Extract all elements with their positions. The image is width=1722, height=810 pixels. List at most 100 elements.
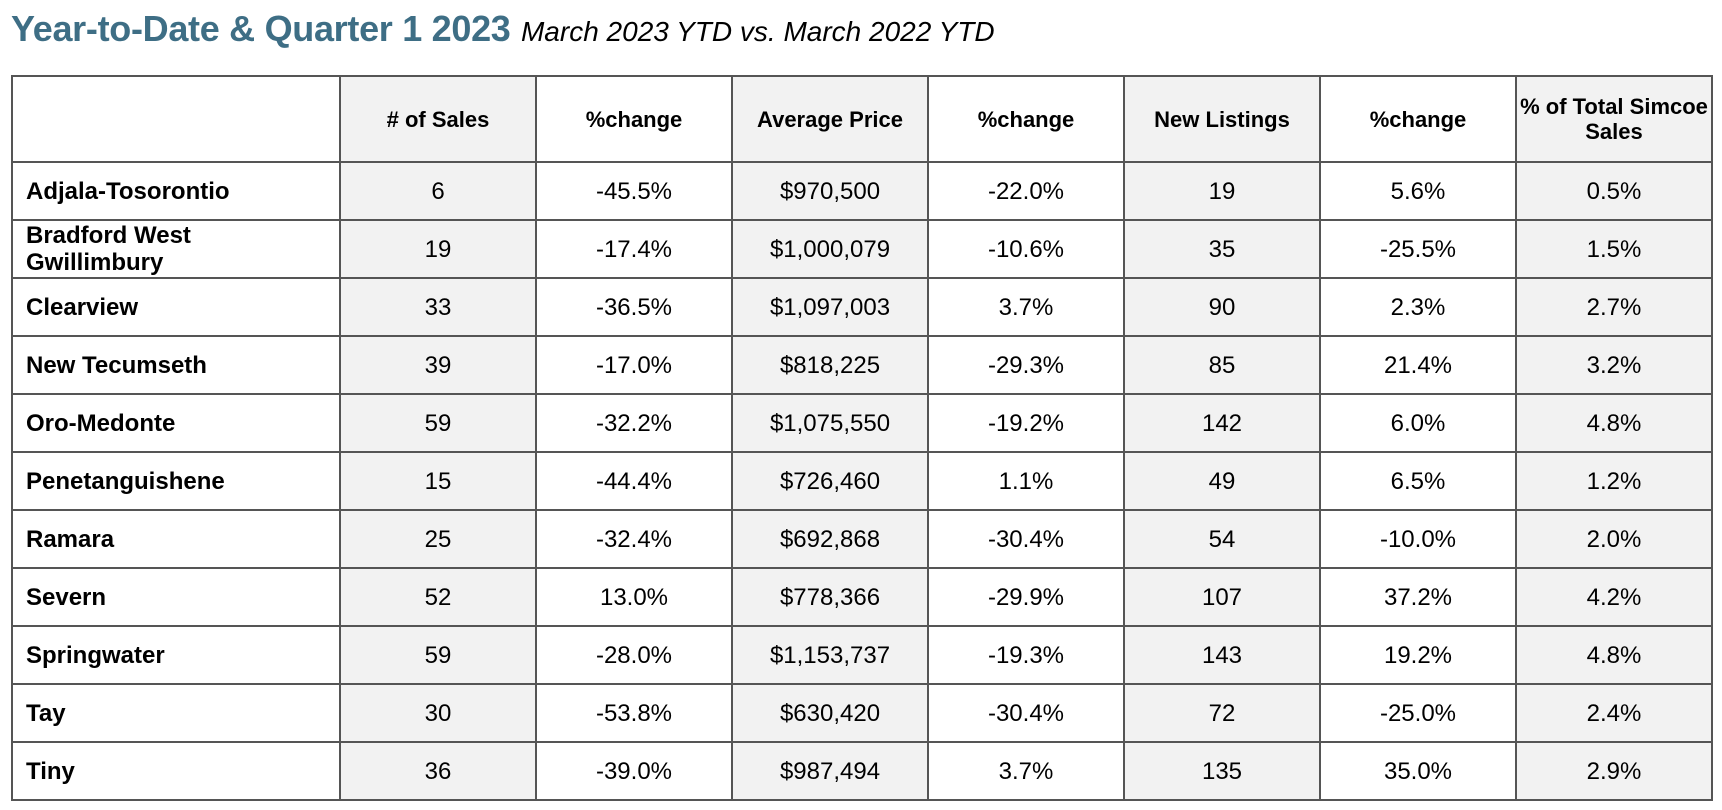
- cell-total-share: 4.8%: [1515, 393, 1713, 453]
- page-title: Year-to-Date & Quarter 1 2023: [11, 8, 511, 49]
- cell-total-share: 4.8%: [1515, 625, 1713, 685]
- cell-average-price: $1,000,079: [731, 219, 929, 279]
- cell-price-change: -22.0%: [927, 161, 1125, 221]
- cell-new-listings: 135: [1123, 741, 1321, 801]
- cell-average-price: $818,225: [731, 335, 929, 395]
- cell-municipality: Tay: [11, 683, 341, 743]
- cell-total-share: 4.2%: [1515, 567, 1713, 627]
- cell-municipality: Ramara: [11, 509, 341, 569]
- cell-listings-change: 21.4%: [1319, 335, 1517, 395]
- cell-sales-change: -17.0%: [535, 335, 733, 395]
- header-cell-total-share: % of Total Simcoe Sales: [1515, 75, 1713, 163]
- cell-num-sales: 59: [339, 625, 537, 685]
- header-cell-num-sales: # of Sales: [339, 75, 537, 163]
- cell-num-sales: 52: [339, 567, 537, 627]
- cell-municipality: Clearview: [11, 277, 341, 337]
- cell-total-share: 3.2%: [1515, 335, 1713, 395]
- cell-average-price: $970,500: [731, 161, 929, 221]
- cell-average-price: $778,366: [731, 567, 929, 627]
- cell-new-listings: 85: [1123, 335, 1321, 395]
- cell-sales-change: -36.5%: [535, 277, 733, 337]
- cell-price-change: -29.3%: [927, 335, 1125, 395]
- cell-municipality: Severn: [11, 567, 341, 627]
- cell-price-change: -30.4%: [927, 509, 1125, 569]
- cell-listings-change: 2.3%: [1319, 277, 1517, 337]
- cell-municipality: Tiny: [11, 741, 341, 801]
- cell-num-sales: 6: [339, 161, 537, 221]
- cell-total-share: 0.5%: [1515, 161, 1713, 221]
- cell-new-listings: 142: [1123, 393, 1321, 453]
- cell-average-price: $692,868: [731, 509, 929, 569]
- cell-num-sales: 15: [339, 451, 537, 511]
- cell-listings-change: 6.5%: [1319, 451, 1517, 511]
- cell-municipality: Penetanguishene: [11, 451, 341, 511]
- cell-new-listings: 90: [1123, 277, 1321, 337]
- cell-listings-change: 6.0%: [1319, 393, 1517, 453]
- cell-average-price: $726,460: [731, 451, 929, 511]
- table-row: Penetanguishene 15 -44.4% $726,460 1.1% 49 6.5…: [11, 451, 1713, 511]
- cell-average-price: $1,153,737: [731, 625, 929, 685]
- cell-sales-change: -53.8%: [535, 683, 733, 743]
- cell-total-share: 1.5%: [1515, 219, 1713, 279]
- cell-price-change: -19.2%: [927, 393, 1125, 453]
- cell-num-sales: 39: [339, 335, 537, 395]
- cell-sales-change: -32.4%: [535, 509, 733, 569]
- cell-average-price: $1,075,550: [731, 393, 929, 453]
- cell-sales-change: -44.4%: [535, 451, 733, 511]
- header-cell-average-price: Average Price: [731, 75, 929, 163]
- header-cell-sales-change: %change: [535, 75, 733, 163]
- cell-average-price: $1,097,003: [731, 277, 929, 337]
- cell-sales-change: -17.4%: [535, 219, 733, 279]
- table-row: Tay 30 -53.8% $630,420 -30.4% 72 -25.0% 2.4%: [11, 683, 1713, 743]
- table-row: Severn 52 13.0% $778,366 -29.9% 107 37.2% 4.2%: [11, 567, 1713, 627]
- cell-price-change: 1.1%: [927, 451, 1125, 511]
- cell-sales-change: -45.5%: [535, 161, 733, 221]
- cell-municipality: Oro-Medonte: [11, 393, 341, 453]
- cell-total-share: 2.9%: [1515, 741, 1713, 801]
- cell-new-listings: 72: [1123, 683, 1321, 743]
- cell-total-share: 2.0%: [1515, 509, 1713, 569]
- table-row: Tiny 36 -39.0% $987,494 3.7% 135 35.0% 2.9%: [11, 741, 1713, 801]
- cell-num-sales: 19: [339, 219, 537, 279]
- cell-total-share: 2.4%: [1515, 683, 1713, 743]
- cell-new-listings: 107: [1123, 567, 1321, 627]
- cell-average-price: $987,494: [731, 741, 929, 801]
- cell-total-share: 1.2%: [1515, 451, 1713, 511]
- table-row: Oro-Medonte 59 -32.2% $1,075,550 -19.2% 142 6.…: [11, 393, 1713, 453]
- header-cell-municipality: [11, 75, 341, 163]
- cell-total-share: 2.7%: [1515, 277, 1713, 337]
- cell-price-change: 3.7%: [927, 741, 1125, 801]
- cell-sales-change: -39.0%: [535, 741, 733, 801]
- cell-listings-change: 5.6%: [1319, 161, 1517, 221]
- cell-new-listings: 54: [1123, 509, 1321, 569]
- cell-sales-change: -32.2%: [535, 393, 733, 453]
- cell-num-sales: 30: [339, 683, 537, 743]
- table-row: Ramara 25 -32.4% $692,868 -30.4% 54 -10.0% 2.0%: [11, 509, 1713, 569]
- cell-num-sales: 33: [339, 277, 537, 337]
- cell-new-listings: 143: [1123, 625, 1321, 685]
- cell-listings-change: -10.0%: [1319, 509, 1517, 569]
- table-row: Clearview 33 -36.5% $1,097,003 3.7% 90 2.3% 2.7…: [11, 277, 1713, 337]
- page-heading: Year-to-Date & Quarter 1 2023 March 2023…: [11, 6, 995, 60]
- cell-price-change: -29.9%: [927, 567, 1125, 627]
- page-subtitle: March 2023 YTD vs. March 2022 YTD: [520, 16, 995, 47]
- cell-new-listings: 19: [1123, 161, 1321, 221]
- cell-price-change: 3.7%: [927, 277, 1125, 337]
- cell-new-listings: 49: [1123, 451, 1321, 511]
- cell-municipality: New Tecumseth: [11, 335, 341, 395]
- cell-municipality: Adjala-Tosorontio: [11, 161, 341, 221]
- cell-price-change: -10.6%: [927, 219, 1125, 279]
- cell-municipality: Bradford West Gwillimbury: [11, 219, 341, 279]
- cell-municipality: Springwater: [11, 625, 341, 685]
- cell-average-price: $630,420: [731, 683, 929, 743]
- table-header-row: # of Sales %change Average Price %change…: [11, 75, 1713, 163]
- cell-num-sales: 25: [339, 509, 537, 569]
- header-cell-listings-change: %change: [1319, 75, 1517, 163]
- header-cell-new-listings: New Listings: [1123, 75, 1321, 163]
- cell-listings-change: 19.2%: [1319, 625, 1517, 685]
- table-row: Bradford West Gwillimbury 19 -17.4% $1,000,…: [11, 219, 1713, 279]
- ytd-sales-table: # of Sales %change Average Price %change…: [11, 75, 1713, 801]
- table-row: New Tecumseth 39 -17.0% $818,225 -29.3% 85 21.…: [11, 335, 1713, 395]
- cell-listings-change: 35.0%: [1319, 741, 1517, 801]
- table-row: Springwater 59 -28.0% $1,153,737 -19.3% 143 19…: [11, 625, 1713, 685]
